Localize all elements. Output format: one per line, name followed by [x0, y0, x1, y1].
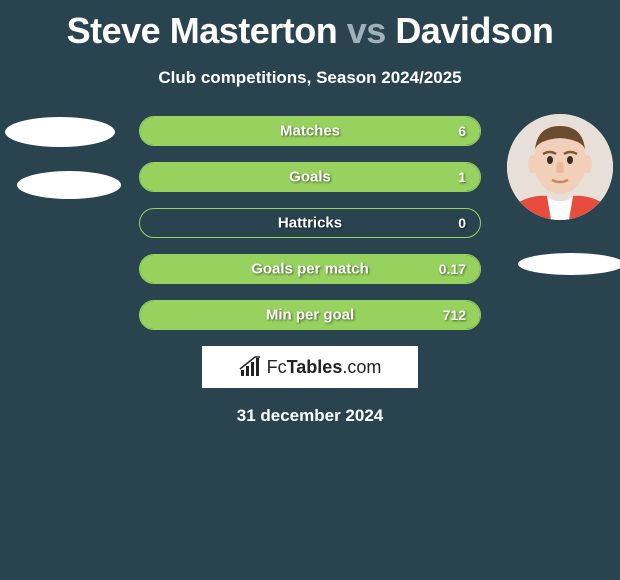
stat-bar: Matches 6	[139, 116, 481, 146]
stat-bar: Min per goal 712	[139, 300, 481, 330]
comparison-content: Matches 6 Goals 1 Hattricks 0 Goals per match 0…	[0, 116, 620, 426]
stat-bars: Matches 6 Goals 1 Hattricks 0 Goals per match 0…	[139, 116, 481, 330]
brand-bold: Tables	[287, 357, 343, 377]
bar-value-right: 0.17	[439, 261, 466, 277]
bar-label: Goals	[289, 169, 331, 186]
left-blank-shape-1	[5, 117, 115, 147]
face-icon	[507, 114, 613, 220]
brand-prefix: Fc	[267, 357, 287, 377]
player1-name: Steve Masterton	[67, 10, 338, 51]
brand-suffix: .com	[342, 357, 381, 377]
stat-bar: Goals 1	[139, 162, 481, 192]
left-blank-shape-2	[17, 171, 121, 199]
subtitle: Club competitions, Season 2024/2025	[0, 68, 620, 88]
brand-text: FcTables.com	[267, 357, 382, 378]
bar-value-right: 1	[458, 169, 466, 185]
vs-text: vs	[347, 10, 386, 51]
bar-value-right: 712	[443, 307, 466, 323]
player2-avatar	[507, 114, 613, 220]
bar-label: Min per goal	[266, 307, 354, 324]
stat-bar: Goals per match 0.17	[139, 254, 481, 284]
stat-bar: Hattricks 0	[139, 208, 481, 238]
player2-name: Davidson	[395, 10, 553, 51]
bar-label: Goals per match	[251, 261, 369, 278]
bar-value-right: 0	[458, 215, 466, 231]
brand-badge: FcTables.com	[202, 346, 418, 388]
right-blank-shape-1	[518, 253, 620, 275]
bar-label: Hattricks	[278, 215, 342, 232]
page-title: Steve Masterton vs Davidson	[0, 0, 620, 52]
date-text: 31 december 2024	[0, 406, 620, 426]
bar-label: Matches	[280, 123, 340, 140]
chart-icon	[239, 356, 261, 378]
bar-value-right: 6	[458, 123, 466, 139]
